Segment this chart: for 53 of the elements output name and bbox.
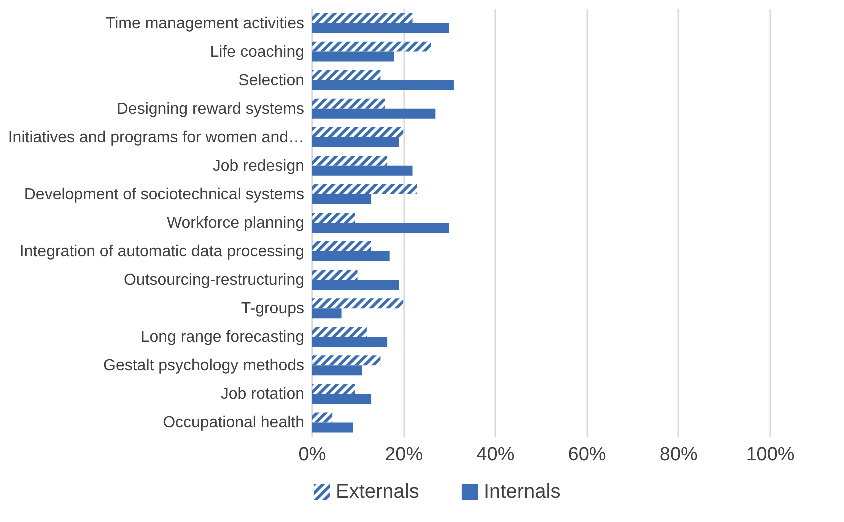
bar <box>312 80 454 90</box>
y-tick-label: Life coaching <box>210 44 304 61</box>
bar <box>312 223 450 233</box>
y-tick-label: Initiatives and programs for women and… <box>8 129 304 146</box>
bar <box>312 270 358 280</box>
x-tick-label: 20% <box>385 444 424 466</box>
x-tick-label: 0% <box>298 444 326 466</box>
y-tick-label: Occupational health <box>163 414 304 432</box>
y-tick-label: Development of sociotechnical systems <box>24 186 304 204</box>
bar <box>312 252 390 262</box>
y-tick-label: Workforce planning <box>166 215 304 232</box>
bar <box>312 308 342 319</box>
x-tick-label: 100% <box>746 444 795 466</box>
bar <box>312 356 381 366</box>
x-tick-label: 40% <box>476 444 515 466</box>
y-tick-label: T-groups <box>241 300 304 318</box>
bar <box>312 13 413 24</box>
y-tick-label: Selection <box>238 72 304 90</box>
x-tick-label: 80% <box>660 444 698 466</box>
bar <box>312 23 450 34</box>
bar <box>312 70 381 80</box>
bar <box>312 384 356 394</box>
y-tick-label: Long range forecasting <box>140 329 304 346</box>
bar <box>312 184 418 194</box>
bar <box>312 327 367 338</box>
bar <box>312 213 356 223</box>
bar <box>312 156 388 166</box>
bar <box>312 298 404 309</box>
bar <box>312 166 413 176</box>
y-tick-label: Outsourcing-restructuring <box>124 272 304 290</box>
bar <box>312 412 333 423</box>
y-tick-label: Time management activities <box>106 15 304 32</box>
y-tick-label: Gestalt psychology methods <box>104 358 304 375</box>
bar <box>312 98 386 109</box>
bar <box>312 242 372 252</box>
bar <box>312 52 394 62</box>
y-tick-label: Job redesign <box>212 158 304 175</box>
bar <box>312 394 372 404</box>
bar <box>312 280 400 290</box>
bar <box>312 108 436 119</box>
bar <box>312 42 432 52</box>
legend-label: Internals <box>484 481 561 503</box>
legend-label: Externals <box>336 481 420 503</box>
x-tick-label: 60% <box>568 444 606 466</box>
y-tick-label: Integration of automatic data processing <box>20 244 304 261</box>
y-tick-label: Job rotation <box>220 386 304 404</box>
bar <box>312 137 400 148</box>
y-tick-label: Designing reward systems <box>116 100 304 118</box>
bar <box>312 422 354 433</box>
bar <box>312 194 372 204</box>
bar <box>312 366 362 376</box>
bar <box>312 337 388 348</box>
bar <box>312 127 404 138</box>
